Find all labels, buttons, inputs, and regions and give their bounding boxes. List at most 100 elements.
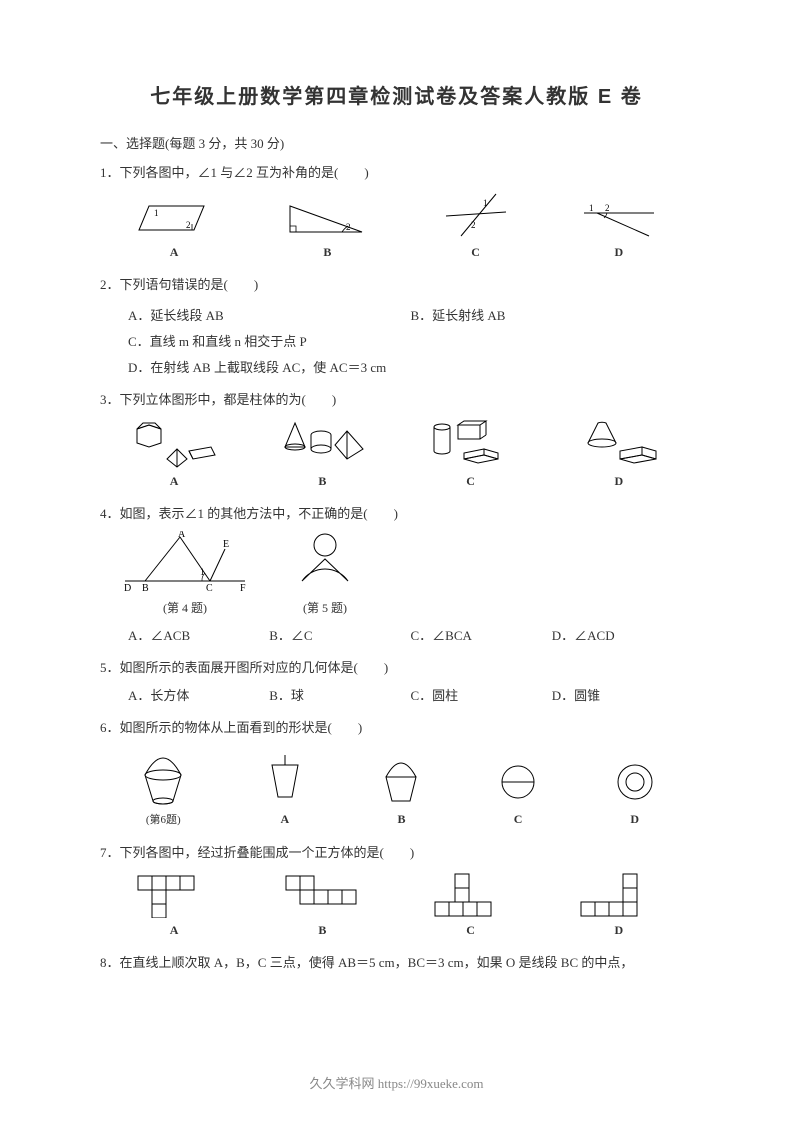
q5-text: 5．如图所示的表面展开图所对应的几何体是( ): [100, 657, 693, 679]
section-header: 一、选择题(每题 3 分，共 30 分): [100, 133, 693, 152]
q6-fig-c: C: [493, 757, 543, 829]
page-title: 七年级上册数学第四章检测试卷及答案人教版 E 卷: [100, 80, 693, 109]
intersecting-lines-icon: 1 2: [441, 192, 511, 240]
q7-label-c: C: [466, 920, 475, 940]
q5-opt-c: C．圆柱: [411, 685, 552, 707]
q3-figures: A B C: [100, 419, 693, 491]
q1-label-d: D: [615, 242, 624, 262]
q4-opt-b: B．∠C: [269, 625, 410, 647]
cube-net-c-icon: [431, 872, 511, 918]
q6-text: 6．如图所示的物体从上面看到的形状是( ): [100, 717, 693, 739]
svg-text:2: 2: [471, 220, 476, 230]
q1-fig-b: 2 B: [282, 198, 372, 262]
right-triangle-icon: 2: [282, 198, 372, 240]
svg-text:D: D: [124, 583, 131, 591]
q3-text: 3．下列立体图形中，都是柱体的为( ): [100, 389, 693, 411]
svg-text:F: F: [240, 583, 246, 591]
svg-text:1: 1: [589, 203, 594, 213]
q6-label-d: D: [630, 809, 639, 829]
q7-fig-b: B: [282, 872, 362, 940]
q3-label-b: B: [318, 471, 326, 491]
circle-line-icon: [493, 757, 543, 807]
trapezoid-icon: [260, 753, 310, 807]
q2-opt-d: D．在射线 AB 上截取线段 AC，使 AC＝3 cm: [128, 355, 693, 381]
q6-fig-b: B: [376, 753, 426, 829]
q1-label-b: B: [323, 242, 331, 262]
solids-d-icon: [574, 419, 664, 469]
svg-text:1: 1: [483, 198, 488, 208]
solids-a-icon: [129, 419, 219, 469]
cube-net-d-icon: [579, 872, 659, 918]
q3-fig-b: B: [277, 419, 367, 491]
q7-text: 7．下列各图中，经过折叠能围成一个正方体的是( ): [100, 842, 693, 864]
q1-fig-d: 1 2 D: [579, 198, 659, 262]
q5-opt-a: A．长方体: [128, 685, 269, 707]
q7-fig-c: C: [431, 872, 511, 940]
q1-fig-a: 1 2 A: [134, 198, 214, 262]
q1-label-a: A: [170, 242, 179, 262]
question-1: 1．下列各图中，∠1 与∠2 互为补角的是( ) 1 2 A 2 B: [100, 162, 693, 262]
parallelogram-icon: 1 2: [134, 198, 214, 240]
q7-fig-d: D: [579, 872, 659, 940]
q3-label-d: D: [615, 471, 624, 491]
q5-figure: (第 5 题): [290, 531, 360, 618]
q1-label-c: C: [471, 242, 480, 262]
cube-net-a-icon: [134, 872, 214, 918]
question-8: 8．在直线上顺次取 A，B，C 三点，使得 AB＝5 cm，BC＝3 cm，如果…: [100, 952, 693, 974]
q4-options: A．∠ACB B．∠C C．∠BCA D．∠ACD: [100, 625, 693, 647]
q3-fig-c: C: [426, 419, 516, 491]
q6-fig-d: D: [610, 757, 660, 829]
cube-net-b-icon: [282, 872, 362, 918]
q6-main-fig: (第6题): [133, 747, 193, 830]
q6-label-b: B: [397, 809, 405, 829]
q6-figures: (第6题) A B C: [100, 747, 693, 830]
q6-fig-a: A: [260, 753, 310, 829]
q4-text: 4．如图，表示∠1 的其他方法中，不正确的是( ): [100, 503, 693, 525]
angle-diagram-icon: A E D B C F 1: [120, 531, 250, 591]
q2-options: A．延长线段 AB B．延长射线 AB C．直线 m 和直线 n 相交于点 P …: [100, 303, 693, 381]
svg-text:2: 2: [605, 203, 610, 213]
q4-opt-c: C．∠BCA: [411, 625, 552, 647]
svg-text:C: C: [206, 583, 213, 591]
q4-opt-d: D．∠ACD: [552, 625, 693, 647]
question-4: 4．如图，表示∠1 的其他方法中，不正确的是( ) A E D B C F 1 …: [100, 503, 693, 647]
svg-text:2: 2: [186, 220, 191, 230]
q5-options: A．长方体 B．球 C．圆柱 D．圆锥: [100, 685, 693, 707]
q1-fig-c: 1 2 C: [441, 192, 511, 262]
q5-opt-b: B．球: [269, 685, 410, 707]
q5-caption: (第 5 题): [290, 598, 360, 618]
svg-text:A: A: [178, 531, 186, 540]
q4-figure: A E D B C F 1 (第 4 题): [120, 531, 250, 618]
q3-fig-a: A: [129, 419, 219, 491]
svg-text:1: 1: [200, 567, 205, 577]
q3-label-c: C: [466, 471, 475, 491]
question-5: 5．如图所示的表面展开图所对应的几何体是( ) A．长方体 B．球 C．圆柱 D…: [100, 657, 693, 707]
q4-opt-a: A．∠ACB: [128, 625, 269, 647]
question-3: 3．下列立体图形中，都是柱体的为( ) A B: [100, 389, 693, 491]
svg-text:E: E: [223, 539, 229, 550]
question-2: 2．下列语句错误的是( ) A．延长线段 AB B．延长射线 AB C．直线 m…: [100, 274, 693, 380]
bucket-front-icon: [376, 753, 426, 807]
q2-opt-a: A．延长线段 AB: [128, 303, 411, 329]
q2-opt-c: C．直线 m 和直线 n 相交于点 P: [128, 329, 693, 355]
q1-text: 1．下列各图中，∠1 与∠2 互为补角的是( ): [100, 162, 693, 184]
q5-opt-d: D．圆锥: [552, 685, 693, 707]
q7-label-a: A: [170, 920, 179, 940]
q6-label-c: C: [514, 809, 523, 829]
bucket-3d-icon: [133, 747, 193, 809]
svg-text:2: 2: [346, 222, 351, 232]
solids-c-icon: [426, 419, 516, 469]
q8-text: 8．在直线上顺次取 A，B，C 三点，使得 AB＝5 cm，BC＝3 cm，如果…: [100, 952, 693, 974]
q3-label-a: A: [170, 471, 179, 491]
page-footer: 久久学科网 https://99xueke.com: [0, 1073, 793, 1092]
q7-label-b: B: [318, 920, 326, 940]
svg-text:B: B: [142, 583, 149, 591]
q2-text: 2．下列语句错误的是( ): [100, 274, 693, 296]
q6-caption: (第6题): [146, 811, 181, 830]
q1-figures: 1 2 A 2 B 1 2 C: [100, 192, 693, 262]
q7-label-d: D: [615, 920, 624, 940]
angle-lines-icon: 1 2: [579, 198, 659, 240]
svg-text:1: 1: [154, 208, 159, 218]
question-7: 7．下列各图中，经过折叠能围成一个正方体的是( ) A B: [100, 842, 693, 940]
q7-fig-a: A: [134, 872, 214, 940]
